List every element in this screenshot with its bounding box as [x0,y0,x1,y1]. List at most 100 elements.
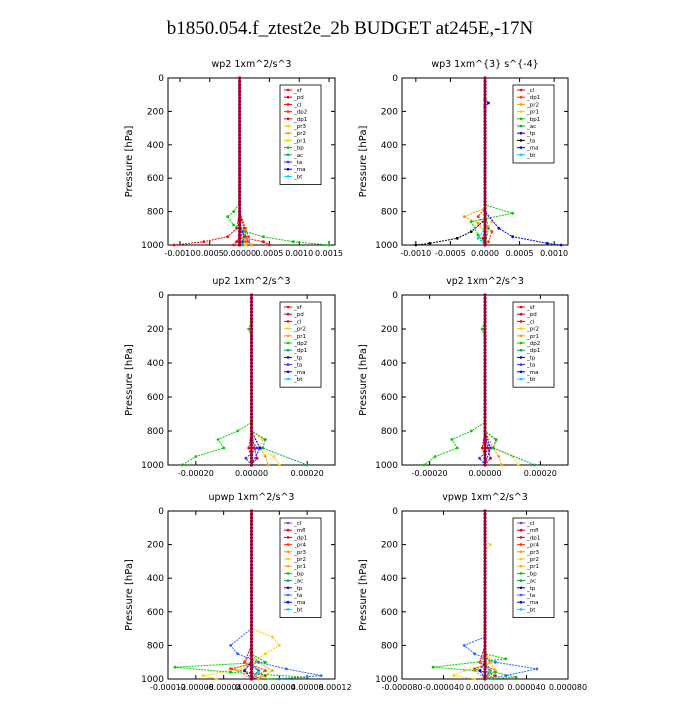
center-point [249,630,254,634]
series-point [500,463,503,467]
center-point [249,402,254,406]
center-point [249,633,254,637]
center-point [483,443,487,447]
center-point [483,223,487,227]
center-point [249,395,254,399]
center-point [483,236,487,240]
series-point [450,438,454,441]
center-point [483,351,487,355]
center-point [238,96,242,100]
x-tick-label: -0.0010 [400,249,431,258]
legend-label: _sf [293,305,303,311]
center-point [483,166,487,170]
panel-5: upwp 1xm^2/s^3 0 200 400 600 800 1000 Pressure … [124,492,352,692]
legend-marker [286,521,290,525]
center-point [483,169,487,174]
x-tick-label: 0.00000 [223,249,256,258]
center-point [249,320,254,324]
legend-label: _dp1 [293,348,307,354]
y-tick-label: 800 [147,641,164,651]
legend-label: _pr3 [526,550,540,556]
center-point [483,388,487,392]
series-point [431,665,435,669]
x-tick-label: 0.00012 [318,683,351,692]
series-point [476,215,480,219]
center-point [249,603,254,607]
center-point [483,347,487,351]
series-point [236,652,240,656]
x-tick-label: -0.0005 [435,249,466,258]
x-tick-label: 0.0005 [506,249,534,258]
center-point [249,573,254,577]
center-point [483,449,487,453]
center-point [238,113,242,117]
center-point [249,583,254,587]
center-point [483,76,487,80]
legend-label: _cl [526,88,535,94]
series-point [244,226,247,230]
center-point [483,364,487,368]
legend-marker [519,363,523,366]
center-point [249,519,254,523]
legend-label: _pr1 [526,110,539,116]
center-point [483,563,487,567]
center-point [483,116,487,120]
center-point [483,159,487,164]
series-point [487,226,490,230]
center-point [238,186,242,190]
center-point [238,193,242,197]
center-point [238,213,242,217]
center-point [483,375,487,379]
center-point [249,509,254,513]
center-point [249,307,254,311]
series-point [533,463,537,467]
legend-label: _bt [526,377,536,383]
figure-title: b1850.054.f_ztest2e_2b BUDGET at245E,-17… [166,18,534,39]
center-point [483,176,487,180]
panel-4: vp2 1xm^2/s^3 0 200 400 600 800 1000 Pressure [… [358,276,569,478]
center-point [249,529,254,533]
center-point [249,556,254,560]
series-point [264,660,267,664]
center-point [483,233,487,237]
center-point [483,643,487,648]
center-point [483,99,487,103]
center-point [483,422,487,426]
center-point [483,522,487,527]
legend-marker [286,305,290,309]
legend-label: _ta [293,593,302,599]
center-point [483,226,487,230]
legend-label: _ma [293,600,305,606]
center-point [483,616,487,621]
center-point [249,300,254,304]
y-tick-label: 600 [381,174,398,184]
y-tick-label: 1000 [375,241,398,251]
center-point [238,236,242,240]
legend-label: _ma [293,370,305,376]
x-tick-label: 0.0000 [471,249,499,258]
center-point [249,412,254,416]
center-point [238,93,242,97]
x-tick-label: -0.000040 [423,683,464,692]
series-point [264,438,267,441]
legend-marker [286,536,290,539]
series-line [202,511,281,680]
center-point [238,183,242,187]
series-line [251,511,274,680]
legend-marker [286,586,290,590]
y-tick-label: 200 [147,325,164,335]
center-point [249,606,254,611]
panel-6: vpwp 1xm^2/s^3 0 200 400 600 800 1000 Pressure … [358,492,587,692]
center-point [483,156,487,160]
legend-marker [519,95,523,99]
center-point [249,388,254,392]
center-point [249,385,254,389]
series-point [476,236,480,240]
series-point [216,438,220,441]
center-point [483,179,487,184]
series-point [469,220,473,224]
y-tick-label: 400 [147,574,164,584]
center-point [249,670,254,674]
legend-label: _ma [526,370,538,376]
center-point [483,412,487,416]
